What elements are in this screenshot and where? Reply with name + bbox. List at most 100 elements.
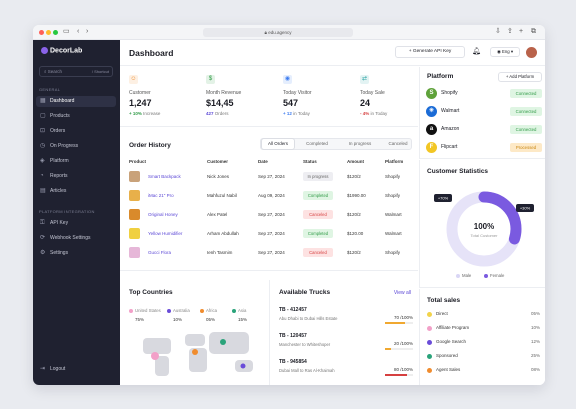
gear-icon: ⚙ — [40, 250, 46, 256]
close-window-button[interactable] — [39, 30, 44, 35]
truck-route: Abu Dhabi to Dubai Hills Estate — [279, 316, 338, 321]
tab-in-progress[interactable]: In progress — [348, 141, 372, 146]
sales-row-google-search: Google Search 12% — [427, 337, 540, 349]
map-marker-australia[interactable] — [240, 363, 246, 369]
tabs-overview-icon[interactable]: ⧉ — [531, 28, 536, 35]
customer-cell: Arham Abdullah — [207, 231, 239, 236]
table-row[interactable]: iMac 21" Pro Mahfuzul Nabil Aug 09, 2024 Co… — [120, 187, 418, 205]
platform-row-amazon[interactable]: a Amazon Connected — [426, 123, 542, 138]
truck-capacity: 70 /100% — [393, 315, 413, 320]
sidebar-item-settings[interactable]: ⚙ Settings — [36, 248, 116, 259]
minimize-window-button[interactable] — [46, 30, 51, 35]
sales-dot — [427, 312, 432, 317]
logo-icon — [41, 47, 48, 54]
back-icon[interactable]: ‹ — [77, 28, 80, 35]
order-tabs: All Orders Completed In progress Canceled — [260, 138, 412, 150]
logout-button[interactable]: ⇥ Logout — [36, 364, 116, 375]
forward-icon[interactable]: › — [86, 28, 89, 35]
sidebar-item-orders[interactable]: ⊡ Orders — [36, 126, 116, 137]
capacity-bar-fill — [385, 374, 408, 376]
product-link[interactable]: Original Honey — [148, 212, 178, 217]
product-link[interactable]: iMac 21" Pro — [148, 193, 174, 198]
sidebar-item-articles[interactable]: ▤ Articles — [36, 186, 116, 197]
status-badge: Canceled — [303, 210, 333, 219]
plus-icon: + — [408, 49, 413, 54]
amount-cell: $120/2 — [347, 250, 361, 255]
truck-item[interactable]: TB - 945854 Dubai Mall to Ras Al-Khaimah 8… — [279, 359, 413, 385]
sales-value: 25% — [530, 353, 540, 358]
stat-label: Today Sale — [360, 90, 385, 96]
sidebar-item-platform[interactable]: ◈ Platform — [36, 156, 116, 167]
sidebar-item-label: Settings — [50, 250, 69, 256]
date-cell: Sep 27, 2024 — [258, 212, 285, 217]
truck-item[interactable]: TB - 412457 Abu Dhabi to Dubai Hills Esta… — [279, 307, 413, 334]
lock-icon: 🔒︎ — [264, 30, 269, 35]
platform-name: Shopify — [441, 90, 458, 96]
brand-logo[interactable]: DecorLab — [41, 47, 82, 54]
language-select[interactable]: ◉ Eng ▾ — [490, 47, 520, 57]
share-icon[interactable]: ⇪ — [507, 28, 513, 35]
legend-label: Female — [490, 273, 505, 278]
map-marker-africa[interactable] — [192, 349, 198, 355]
sales-dot — [427, 354, 432, 359]
sidebar-item-label: Reports — [50, 173, 68, 179]
add-platform-button[interactable]: + Add Platform — [498, 72, 542, 82]
amazon-logo-icon: a — [426, 124, 437, 135]
table-row[interactable]: Gucci Flora Ienh Tasmim Sep 27, 2024 Cancel… — [120, 244, 418, 262]
generate-api-key-button[interactable]: + Generate API Key — [395, 46, 465, 58]
tab-all-orders[interactable]: All Orders — [261, 138, 295, 150]
table-row[interactable]: Smart Backpack Nick Jones Sep 27, 2024 In p… — [120, 168, 418, 186]
platform-status-badge: Processed — [510, 143, 542, 152]
sidebar-search-input[interactable]: ⌕ Search / Shortcut — [39, 66, 113, 77]
sidebar-item-products[interactable]: ▢ Products — [36, 111, 116, 122]
user-avatar[interactable] — [526, 47, 537, 58]
map-marker-united-states[interactable] — [151, 352, 159, 360]
page-header: Dashboard + Generate API Key 🔔︎ ◉ Eng ▾ — [120, 40, 545, 66]
stat-suffix: in Today — [370, 111, 388, 116]
sidebar-item-dashboard[interactable]: ▦ Dashboard — [36, 96, 116, 107]
customer-cell: Ienh Tasmim — [207, 250, 233, 255]
tab-completed[interactable]: Completed — [306, 141, 328, 146]
donut-female-segment — [446, 191, 522, 267]
sales-channel: Affiliate Program — [436, 325, 470, 330]
country-name: Africa — [206, 308, 217, 313]
tab-canceled[interactable]: Canceled — [388, 141, 408, 146]
stat-subtext: 427 Orders — [206, 111, 280, 116]
date-cell: Sep 27, 2024 — [258, 250, 285, 255]
truck-item[interactable]: TB - 120457 Manchester to Whiteshoper 20 /… — [279, 333, 413, 360]
product-link[interactable]: Gucci Flora — [148, 250, 172, 255]
table-row[interactable]: Original Honey Alex Patel Sep 27, 2024 Canc… — [120, 206, 418, 224]
legend-dot — [167, 308, 171, 313]
column-header-platform: Platform — [385, 159, 404, 164]
address-bar[interactable]: 🔒︎ edu.agency — [203, 28, 353, 37]
language-value: Eng — [501, 49, 510, 54]
sidebar-toggle-icon[interactable]: ▭ — [63, 28, 70, 35]
sidebar-item-on-progress[interactable]: ◷ On Progress — [36, 141, 116, 152]
sidebar-item-reports[interactable]: ◔ Reports — [36, 171, 116, 182]
customer-statistics-card: Customer Statistics 100% Total Customer … — [419, 160, 545, 288]
sales-row-sponsored: Sponsored 25% — [427, 351, 540, 363]
sidebar-item-webhook-settings[interactable]: ⟳ Webhook Settings — [36, 233, 116, 244]
view-all-link[interactable]: View all — [393, 290, 411, 296]
order-history-card: Order History All Orders Completed In prog… — [120, 128, 418, 271]
grid-icon: ▦ — [40, 98, 46, 104]
product-link[interactable]: Smart Backpack — [148, 174, 181, 179]
sidebar-item-api-key[interactable]: ⚿ API Key — [36, 218, 116, 229]
table-row[interactable]: Yellow Humidifier Arham Abdullah Sep 27, 2… — [120, 225, 418, 243]
legend-label: Male — [462, 273, 472, 278]
map-marker-asia[interactable] — [220, 339, 226, 345]
download-icon[interactable]: ⇩ — [495, 28, 501, 35]
product-link[interactable]: Yellow Humidifier — [148, 231, 183, 236]
stat-card-month-revenue: $ Month Revenue $14,45 427 Orders — [206, 75, 280, 116]
stat-suffix: Increase — [143, 111, 161, 116]
platform-row-walmart[interactable]: ✳ Walmart Connected — [426, 105, 542, 120]
stats-row: ☺ Customer 1,247 + 10% Increase $ Month Reven… — [120, 67, 418, 127]
new-tab-icon[interactable]: + — [519, 28, 524, 35]
truck-id: TB - 120457 — [279, 333, 307, 339]
status-badge: Canceled — [303, 248, 333, 257]
platform-row-flipcart[interactable]: F Flipcart Processed — [426, 141, 542, 156]
notification-bell-icon[interactable]: 🔔︎ — [472, 48, 481, 55]
maximize-window-button[interactable] — [53, 30, 58, 35]
platform-row-shopify[interactable]: S Shopify Connected — [426, 87, 542, 102]
sidebar-item-label: Products — [50, 113, 70, 119]
